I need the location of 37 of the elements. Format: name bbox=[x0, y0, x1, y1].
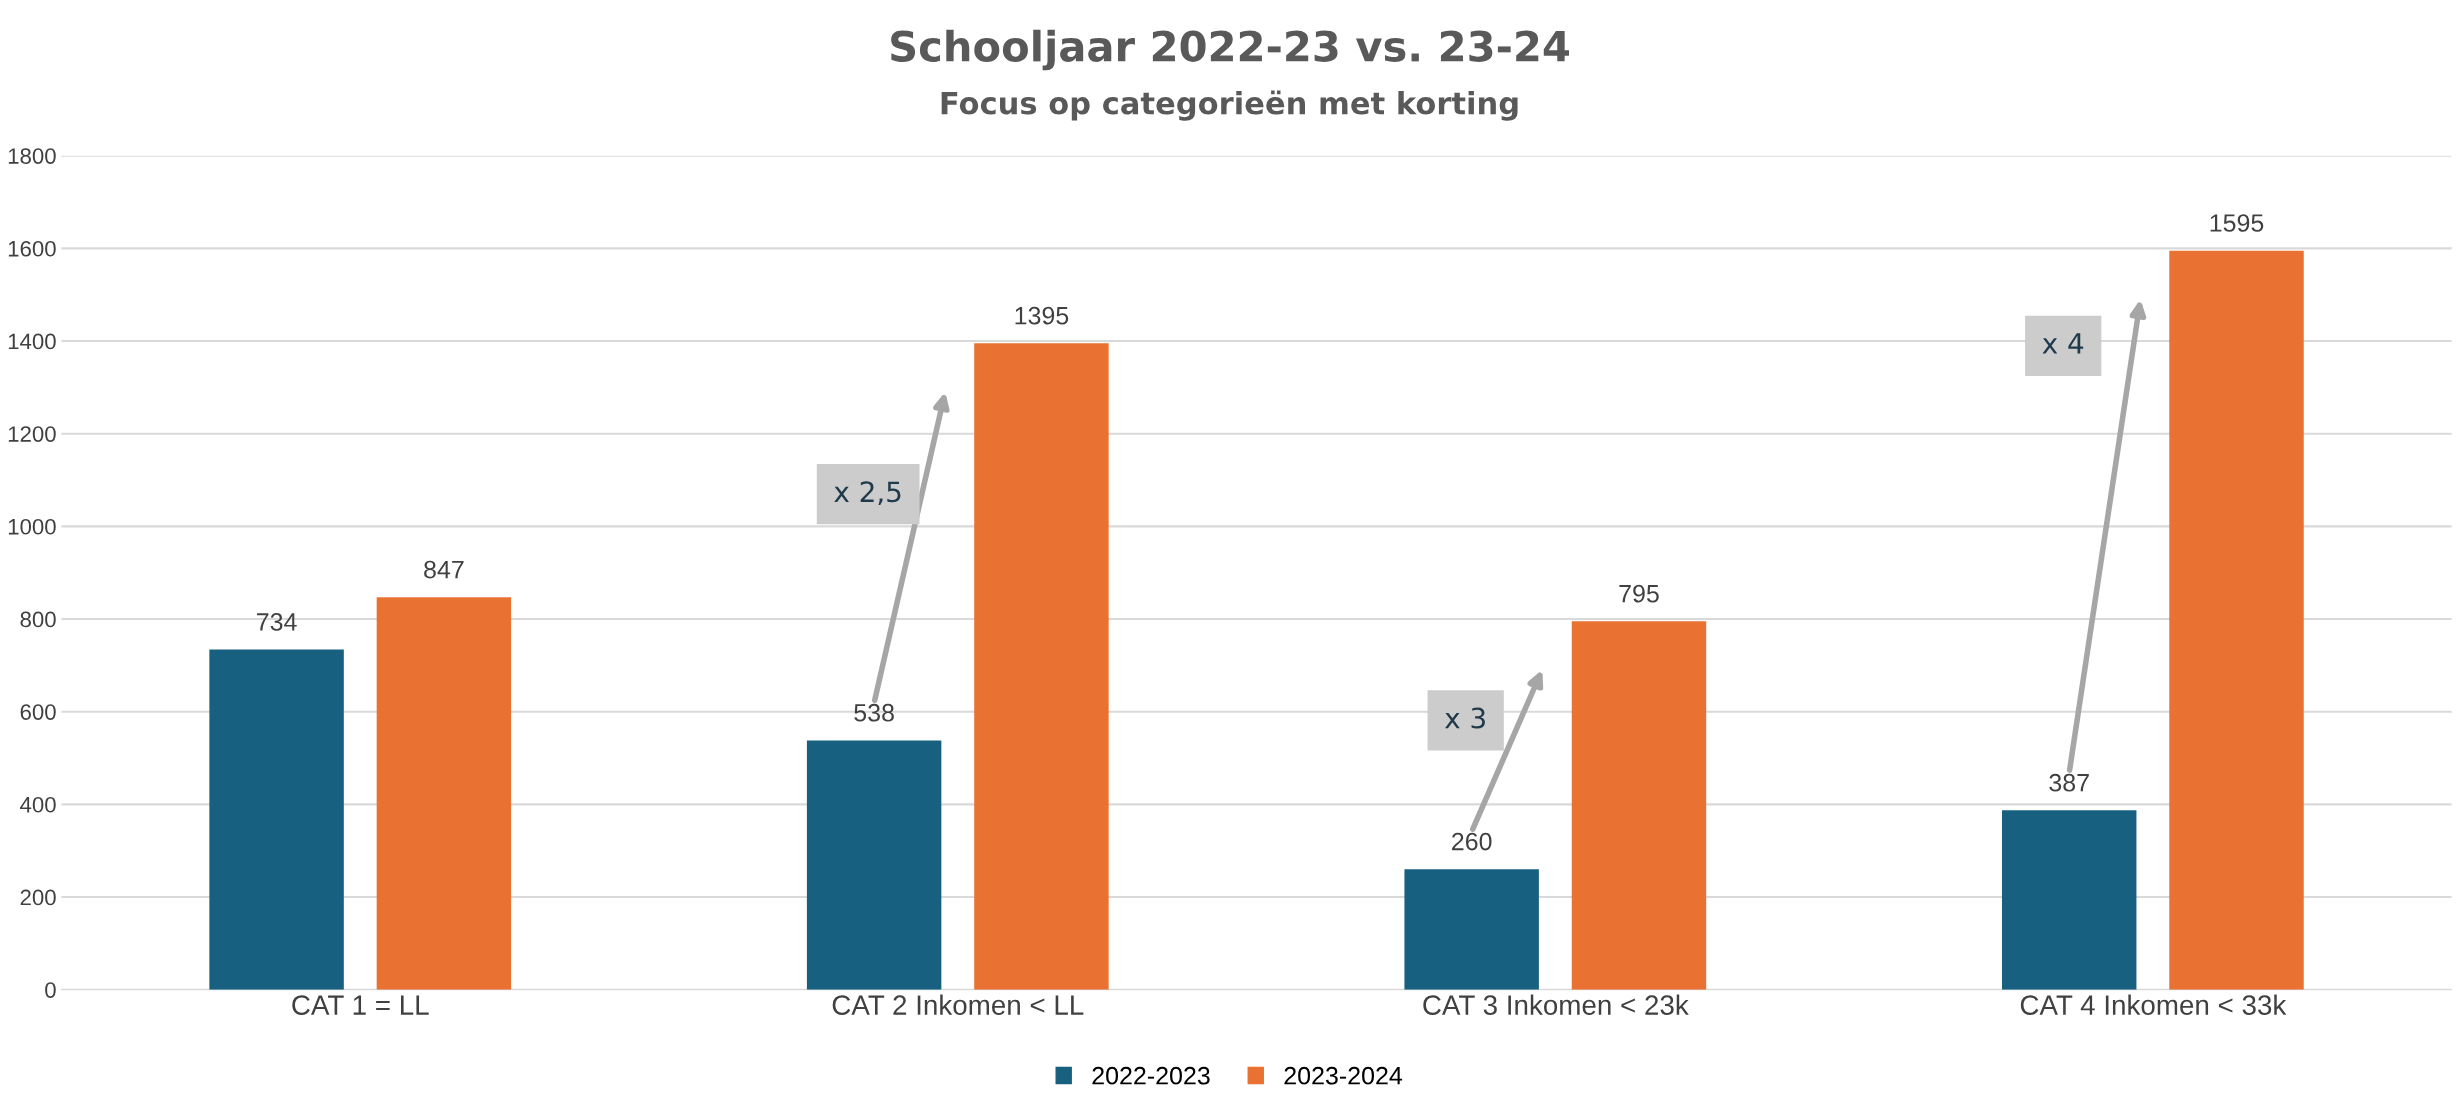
y-tick-label: 1200 bbox=[8, 426, 56, 442]
x-tick-label: CAT 4 Inkomen < 33k bbox=[2020, 994, 2287, 1015]
x-tick-label: CAT 2 Inkomen < LL bbox=[832, 994, 1084, 1015]
data-label: 795 bbox=[1619, 584, 1659, 603]
data-label: 847 bbox=[424, 560, 464, 579]
y-tick-label: 800 bbox=[20, 611, 56, 628]
annotation: x 2,5 bbox=[834, 481, 901, 506]
chart-title: Schooljaar 2022-23 vs. 23-24 bbox=[891, 29, 1569, 71]
y-tick-label: 400 bbox=[20, 796, 56, 813]
data-label: 538 bbox=[854, 703, 894, 722]
annotation: x 4 bbox=[2042, 333, 2084, 354]
y-tick-label: 0 bbox=[45, 982, 56, 998]
x-tick-label: CAT 1 = LL bbox=[292, 995, 429, 1015]
data-label: 260 bbox=[1452, 832, 1492, 851]
bar bbox=[1404, 869, 1539, 990]
bar bbox=[376, 597, 512, 990]
data-label: 1395 bbox=[1015, 306, 1069, 325]
y-tick-label: 1400 bbox=[8, 333, 56, 350]
annotation: x 3 bbox=[1445, 707, 1485, 729]
bar bbox=[1571, 621, 1707, 990]
bar bbox=[209, 649, 344, 990]
bar bbox=[2001, 810, 2137, 990]
data-label: 387 bbox=[2049, 773, 2089, 792]
data-label: 734 bbox=[257, 613, 297, 631]
y-tick-label: 600 bbox=[20, 704, 56, 720]
y-tick-label: 1600 bbox=[8, 240, 56, 257]
y-tick-label: 1000 bbox=[8, 518, 56, 535]
legend-label: 2023-2024 bbox=[1284, 1066, 1403, 1085]
bar bbox=[974, 343, 1109, 990]
y-tick-label: 1800 bbox=[8, 148, 56, 164]
y-tick-label: 200 bbox=[20, 889, 56, 906]
bar bbox=[806, 740, 942, 990]
chart-subtitle: Focus op categorieën met korting bbox=[941, 90, 1518, 121]
data-label: 1595 bbox=[2210, 214, 2264, 232]
x-tick-label: CAT 3 Inkomen < 23k bbox=[1423, 994, 1689, 1015]
bar bbox=[2169, 250, 2304, 990]
legend-label: 2022-2023 bbox=[1092, 1066, 1210, 1085]
